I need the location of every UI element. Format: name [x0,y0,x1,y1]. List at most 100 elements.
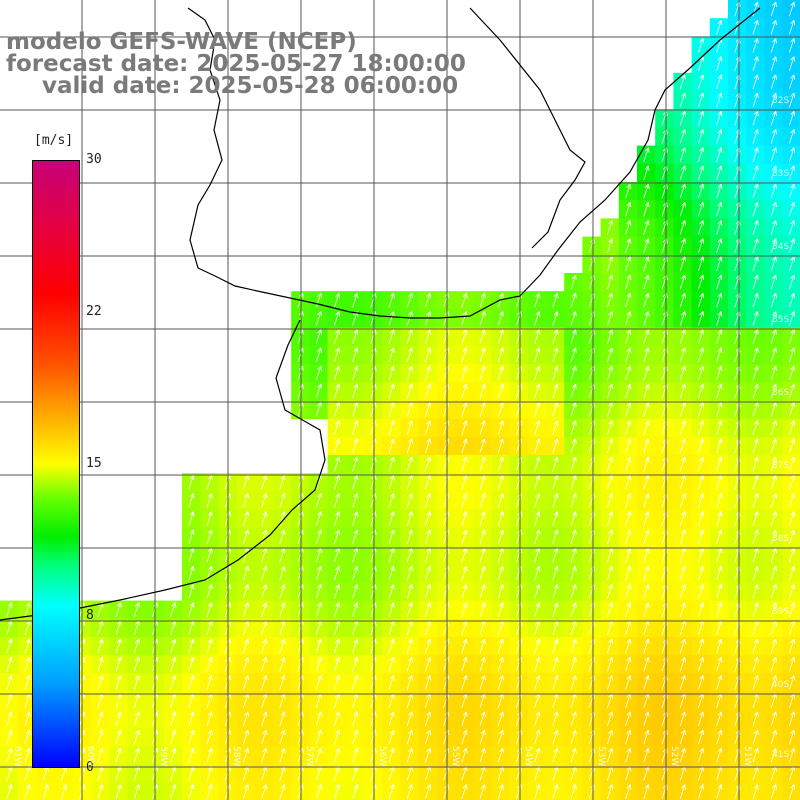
wind-arrow [497,347,504,363]
wind-arrow [698,38,705,53]
wind-arrow [497,474,504,490]
wind-arrow [479,474,486,490]
latitude-label: 40S [772,680,790,690]
wind-arrow [770,256,777,272]
wind-arrow [352,565,359,581]
wind-arrow [607,383,614,399]
wind-arrow [461,383,468,399]
wind-arrow [716,110,723,126]
wind-arrow [243,529,250,545]
wind-arrow [406,529,413,545]
wind-arrow [461,402,468,417]
wind-arrow [425,347,432,363]
wind-arrow [643,729,650,745]
wind-arrow [698,675,705,690]
wind-arrow [406,511,413,526]
longitude-label: 55W [450,746,460,767]
wind-arrow [625,347,632,363]
wind-arrow [607,511,614,526]
wind-arrow [334,493,341,508]
wind-arrow [789,256,796,272]
wind-arrow [315,547,322,563]
wind-arrow [388,438,395,454]
wind-arrow [315,529,322,545]
wind-arrow [388,456,395,472]
wind-arrow [261,729,268,745]
wind-arrow [607,584,614,599]
wind-arrow [752,456,759,472]
wind-arrow [752,584,759,599]
wind-arrow [261,602,268,617]
wind-arrow [607,547,614,563]
wind-arrow [752,638,759,654]
wind-arrow [698,383,705,399]
wind-arrow [789,92,796,108]
wind-arrow [534,383,541,399]
wind-arrow [679,147,686,162]
wind-arrow [789,238,796,253]
wind-arrow [752,602,759,617]
wind-arrow [133,784,140,799]
wind-arrow [789,183,796,199]
wind-arrow [625,238,632,253]
wind-arrow [698,74,705,90]
wind-arrow [315,311,322,326]
wind-arrow [315,711,322,727]
wind-arrow [552,438,559,454]
wind-arrow [534,656,541,672]
wind-arrow [388,365,395,381]
wind-arrow [497,602,504,617]
wind-arrow [716,56,723,71]
wind-arrow [752,92,759,108]
wind-arrow [334,747,341,763]
wind-arrow [643,656,650,672]
wind-arrow [279,711,286,727]
wind-arrow [789,602,796,617]
wind-arrow [643,547,650,563]
wind-arrow [752,292,759,308]
wind-arrow [497,511,504,526]
wind-arrow [607,292,614,308]
wind-arrow [625,311,632,326]
wind-arrow [770,511,777,526]
wind-arrow [315,638,322,654]
wind-arrow [643,165,650,181]
wind-arrow [497,675,504,690]
wind-arrow [315,784,322,799]
longitude-label: 61W [12,746,22,767]
wind-arrow [607,656,614,672]
wind-arrow [770,656,777,672]
wind-arrow [679,747,686,763]
wind-arrow [752,675,759,690]
wind-arrow [497,365,504,381]
wind-arrow [315,729,322,745]
wind-arrow [625,784,632,799]
wind-arrow [461,656,468,672]
wind-arrow [479,311,486,326]
wind-arrow [625,493,632,508]
longitude-label: 51W [742,746,752,767]
wind-arrow [770,420,777,435]
wind-arrow [479,456,486,472]
wind-arrow [625,729,632,745]
wind-arrow [479,584,486,599]
wind-arrow [679,456,686,472]
wind-arrow [534,493,541,508]
wind-arrow [352,584,359,599]
wind-arrow [789,383,796,399]
wind-arrow [625,474,632,490]
wind-arrow [698,92,705,108]
wind-arrow [698,365,705,381]
wind-arrow [461,347,468,363]
wind-arrow [698,420,705,435]
wind-arrow [497,456,504,472]
wind-arrow [334,602,341,617]
wind-arrow [570,420,577,435]
wind-arrow [388,420,395,435]
wind-arrow [315,602,322,617]
wind-arrow [698,493,705,508]
wind-arrow [461,638,468,654]
wind-arrow [97,784,104,799]
wind-arrow [643,474,650,490]
latitude-label: 36S [772,388,790,398]
